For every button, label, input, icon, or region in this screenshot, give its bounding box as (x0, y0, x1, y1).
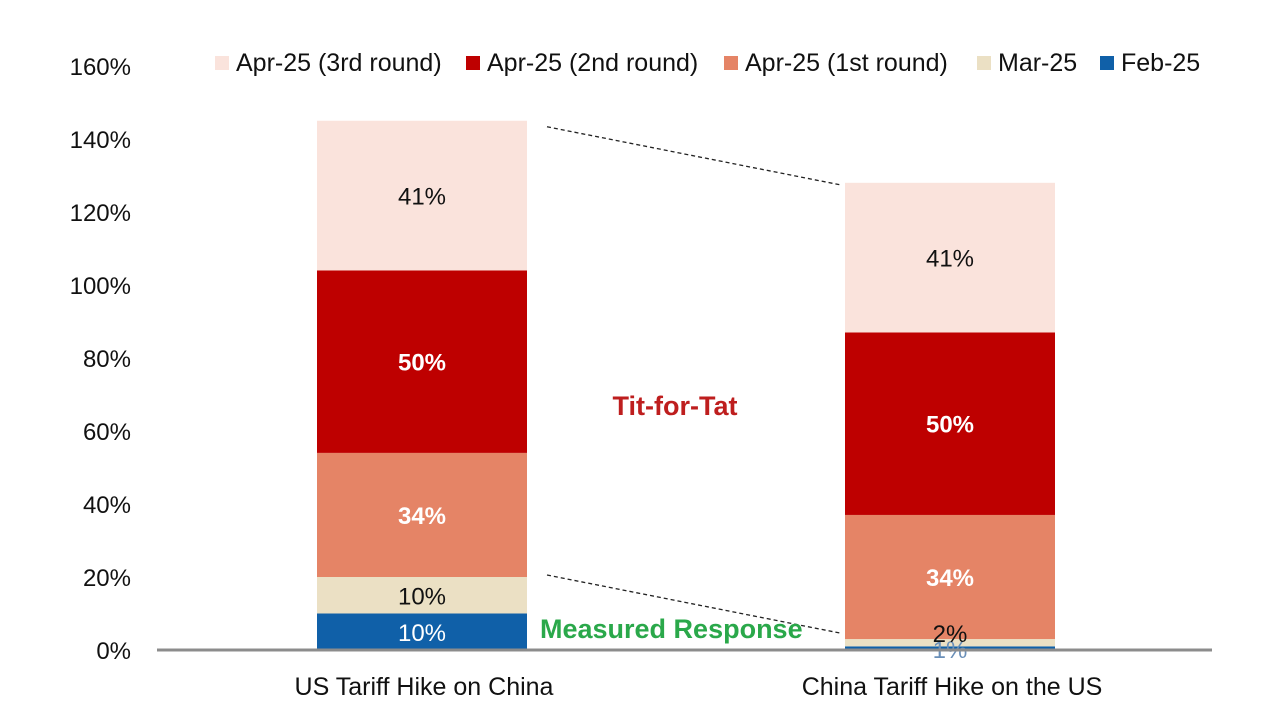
connector-line-bottom (546, 574, 841, 634)
legend-item: Apr-25 (3rd round) (215, 49, 442, 77)
bar-segment (845, 514, 1055, 640)
bar-segment (845, 182, 1055, 333)
data-label: 2% (933, 621, 968, 648)
legend-item: Apr-25 (1st round) (724, 49, 948, 77)
legend-label: Apr-25 (2nd round) (487, 49, 698, 77)
x-tick-label: US Tariff Hike on China (295, 673, 554, 701)
bar-segment (845, 332, 1055, 515)
legend-item: Mar-25 (977, 49, 1077, 77)
bar-segment (317, 270, 527, 453)
y-tick-label: 20% (83, 565, 131, 592)
bar-segment (317, 613, 527, 650)
x-tick-label: China Tariff Hike on the US (802, 673, 1103, 701)
bar-segment (845, 646, 1055, 650)
bar-segment (317, 452, 527, 577)
legend-label: Feb-25 (1121, 49, 1200, 77)
y-tick-label: 160% (70, 54, 131, 81)
y-tick-label: 60% (83, 419, 131, 446)
data-label: 34% (926, 565, 974, 592)
data-label: 34% (398, 503, 446, 530)
legend: Apr-25 (3rd round) Apr-25 (2nd round) Apr-… (215, 49, 1200, 77)
annotation-tit-for-tat: Tit-for-Tat (613, 391, 738, 421)
data-label: 10% (398, 583, 446, 610)
y-tick-label: 80% (83, 346, 131, 373)
data-label: 10% (398, 620, 446, 647)
legend-label: Apr-25 (3rd round) (236, 49, 442, 77)
data-label: 50% (398, 350, 446, 377)
legend-swatch (977, 56, 991, 70)
y-tick-label: 100% (70, 273, 131, 300)
connector-line-top (546, 126, 841, 186)
legend-swatch (724, 56, 738, 70)
legend-item: Feb-25 (1100, 49, 1200, 77)
bar-segment (317, 120, 527, 271)
data-label: 50% (926, 412, 974, 439)
legend-swatch (466, 56, 480, 70)
bar-segment (845, 639, 1055, 647)
annotation-measured-response: Measured Response (540, 614, 803, 644)
y-tick-label: 40% (83, 492, 131, 519)
y-tick-label: 0% (96, 638, 131, 665)
y-axis: 0% 20% 40% 60% 80% 100% 120% 140% 160% (70, 54, 131, 665)
y-tick-label: 120% (70, 200, 131, 227)
x-axis: US Tariff Hike on China China Tariff Hike… (295, 673, 1103, 701)
bar-segment (317, 577, 527, 614)
legend-swatch (1100, 56, 1114, 70)
legend-label: Mar-25 (998, 49, 1077, 77)
bars: 10%10%34%50%41%1%2%34%50%41% (317, 120, 1055, 664)
y-tick-label: 140% (70, 127, 131, 154)
data-label: 41% (926, 246, 974, 273)
legend-label: Apr-25 (1st round) (745, 49, 948, 77)
data-label: 41% (398, 184, 446, 211)
legend-item: Apr-25 (2nd round) (466, 49, 698, 77)
legend-swatch (215, 56, 229, 70)
connector-lines (546, 126, 841, 634)
